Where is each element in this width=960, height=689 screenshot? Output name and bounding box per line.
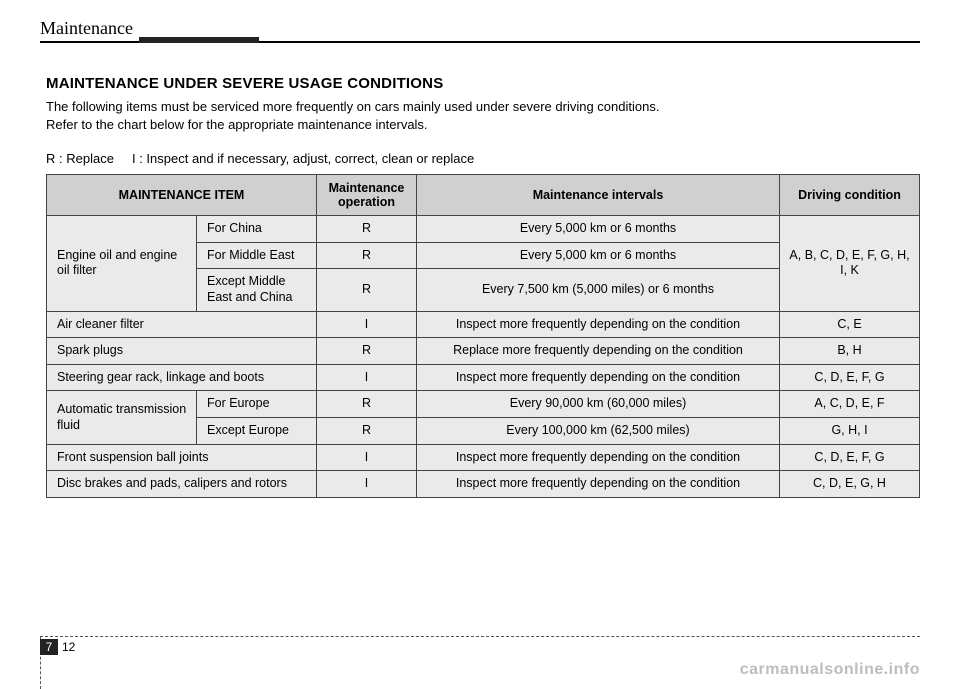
intro-text: The following items must be serviced mor… [46,98,920,133]
cell-engine-oil-op1: R [317,216,417,243]
intro-line-1: The following items must be serviced mor… [46,99,659,114]
page: Maintenance MAINTENANCE UNDER SEVERE USA… [0,0,960,689]
cell-atf-op1: R [317,391,417,418]
table-row: Air cleaner filter I Inspect more freque… [47,311,920,338]
legend-text: R : Replace I : Inspect and if necessary… [46,151,920,166]
cell-front-susp-label: Front suspension ball joints [47,444,317,471]
watermark: carmanualsonline.info [740,661,920,679]
cell-steering-label: Steering gear rack, linkage and boots [47,364,317,391]
table-row: Engine oil and engine oil filter For Chi… [47,216,920,243]
intro-line-2: Refer to the chart below for the appropr… [46,117,428,132]
cell-spark-label: Spark plugs [47,338,317,365]
footer: 7 12 [0,636,960,655]
col-condition: Driving condition [780,175,920,216]
cell-disc-cond: C, D, E, G, H [780,471,920,498]
cell-air-cleaner-op: I [317,311,417,338]
table-row: Front suspension ball joints I Inspect m… [47,444,920,471]
cell-atf-label: Automatic transmission fluid [47,391,197,444]
cell-front-susp-int: Inspect more frequently depending on the… [417,444,780,471]
table-row: Spark plugs R Replace more frequently de… [47,338,920,365]
cell-engine-oil-sub1: For China [197,216,317,243]
cell-engine-oil-label: Engine oil and engine oil filter [47,216,197,312]
cell-front-susp-op: I [317,444,417,471]
cell-steering-int: Inspect more frequently depending on the… [417,364,780,391]
cell-spark-cond: B, H [780,338,920,365]
cell-atf-sub1: For Europe [197,391,317,418]
cell-spark-int: Replace more frequently depending on the… [417,338,780,365]
cell-steering-op: I [317,364,417,391]
cell-atf-int2: Every 100,000 km (62,500 miles) [417,418,780,445]
cell-engine-oil-sub2: For Middle East [197,242,317,269]
maintenance-table: MAINTENANCE ITEM Maintenance operation M… [46,174,920,498]
cell-atf-int1: Every 90,000 km (60,000 miles) [417,391,780,418]
cell-air-cleaner-cond: C, E [780,311,920,338]
chapter-number: 7 [40,639,58,655]
cell-atf-cond1: A, C, D, E, F [780,391,920,418]
cell-disc-label: Disc brakes and pads, calipers and rotor… [47,471,317,498]
cell-engine-oil-sub3: Except Middle East and China [197,269,317,311]
cell-air-cleaner-label: Air cleaner filter [47,311,317,338]
table-row: Automatic transmission fluid For Europe … [47,391,920,418]
cell-atf-sub2: Except Europe [197,418,317,445]
cell-disc-int: Inspect more frequently depending on the… [417,471,780,498]
table-header-row: MAINTENANCE ITEM Maintenance operation M… [47,175,920,216]
cell-engine-oil-int2: Every 5,000 km or 6 months [417,242,780,269]
cell-atf-cond2: G, H, I [780,418,920,445]
cell-disc-op: I [317,471,417,498]
cell-steering-cond: C, D, E, F, G [780,364,920,391]
cell-engine-oil-int3: Every 7,500 km (5,000 miles) or 6 months [417,269,780,311]
section-title: Maintenance [40,18,139,39]
section-header: Maintenance [40,18,920,43]
cell-engine-oil-int1: Every 5,000 km or 6 months [417,216,780,243]
page-number: 12 [62,639,75,655]
cell-air-cleaner-int: Inspect more frequently depending on the… [417,311,780,338]
col-intervals: Maintenance intervals [417,175,780,216]
table-row: Disc brakes and pads, calipers and rotor… [47,471,920,498]
col-item: MAINTENANCE ITEM [47,175,317,216]
cell-engine-oil-op2: R [317,242,417,269]
cell-atf-op2: R [317,418,417,445]
col-operation: Maintenance operation [317,175,417,216]
cell-engine-oil-op3: R [317,269,417,311]
section-underline [139,37,259,43]
cell-front-susp-cond: C, D, E, F, G [780,444,920,471]
footer-line: 7 12 [40,636,920,655]
cell-engine-oil-cond: A, B, C, D, E, F, G, H, I, K [780,216,920,312]
page-heading: MAINTENANCE UNDER SEVERE USAGE CONDITION… [46,75,920,92]
table-row: Steering gear rack, linkage and boots I … [47,364,920,391]
content: MAINTENANCE UNDER SEVERE USAGE CONDITION… [40,75,920,498]
cell-spark-op: R [317,338,417,365]
